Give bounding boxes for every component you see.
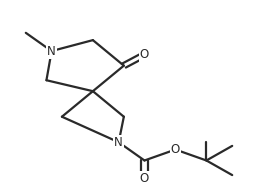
- Text: O: O: [140, 172, 149, 185]
- Text: N: N: [47, 45, 56, 57]
- Text: N: N: [114, 136, 123, 149]
- Text: O: O: [140, 48, 149, 61]
- Text: O: O: [171, 143, 180, 156]
